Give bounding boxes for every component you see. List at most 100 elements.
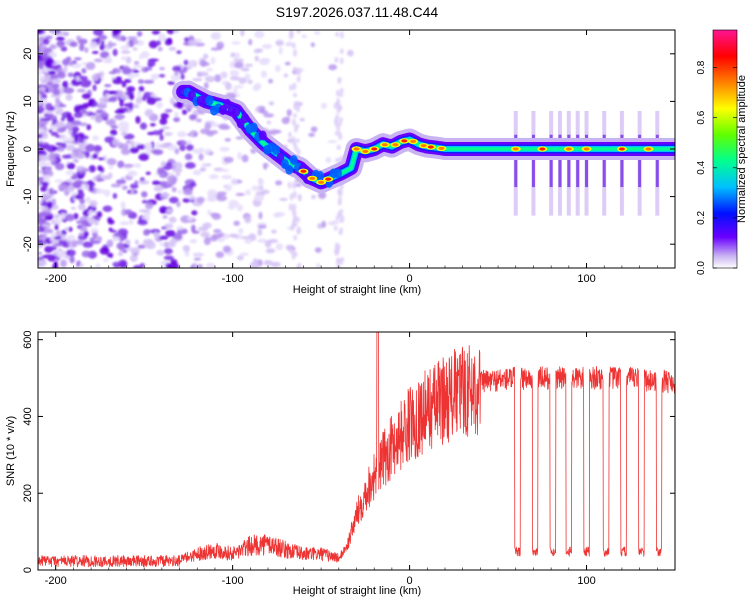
- noise-blob: [40, 206, 49, 211]
- noise-blob: [90, 228, 99, 234]
- noise-blob: [163, 165, 172, 171]
- ridge-blob: [316, 171, 325, 182]
- noise-blob: [76, 88, 86, 93]
- noise-blob: [275, 243, 283, 251]
- noise-blob: [138, 209, 150, 213]
- noise-blob: [120, 56, 127, 61]
- noise-blob: [189, 181, 197, 188]
- noise-blob: [38, 69, 43, 76]
- noise-blob: [339, 31, 344, 39]
- noise-blob: [335, 157, 340, 163]
- noise-blob: [167, 81, 176, 85]
- noise-blob: [191, 77, 203, 82]
- noise-blob: [168, 196, 179, 204]
- ridge-hotspot-core: [565, 147, 572, 151]
- noise-blob: [85, 62, 96, 70]
- noise-blob: [284, 61, 291, 66]
- noise-blob: [156, 249, 165, 256]
- noise-blob: [192, 262, 198, 268]
- noise-blob: [219, 146, 230, 152]
- noise-blob: [229, 60, 236, 69]
- noise-blob: [339, 92, 344, 98]
- noise-blob: [157, 46, 163, 52]
- colorbar: 0.0 0.2 0.4 0.6 0.8 Normalized spectral ampl…: [696, 29, 748, 275]
- noise-blob: [124, 209, 133, 216]
- noise-blob: [137, 219, 148, 226]
- noise-blob: [289, 193, 294, 201]
- noise-blob: [148, 40, 158, 49]
- noise-blob: [145, 171, 151, 175]
- noise-blob: [54, 102, 62, 109]
- noise-blob: [173, 116, 181, 123]
- ridge-hotspot-core: [427, 145, 434, 149]
- noise-blob: [126, 86, 136, 93]
- noise-blob: [145, 241, 156, 250]
- noise-blob: [145, 202, 154, 210]
- noise-blob: [185, 162, 196, 169]
- noise-blob: [238, 227, 244, 235]
- noise-blob: [203, 53, 209, 60]
- noise-blob: [337, 200, 342, 206]
- noise-blob: [182, 198, 191, 203]
- ridge-blob: [232, 106, 241, 117]
- spectrogram-ridge: [172, 80, 675, 194]
- noise-blob: [91, 50, 99, 54]
- noise-blob: [121, 67, 133, 75]
- noise-blob: [95, 263, 101, 268]
- noise-blob: [179, 144, 186, 152]
- noise-blob: [296, 30, 301, 35]
- noise-blob: [73, 112, 83, 119]
- noise-blob: [116, 242, 125, 250]
- noise-blob: [145, 229, 154, 234]
- noise-blob: [206, 196, 218, 203]
- snr-plot-area: [38, 332, 675, 570]
- noise-blob: [338, 120, 343, 126]
- snr-y-label: SNR (10 * v/v): [5, 416, 17, 486]
- noise-blob: [163, 132, 174, 136]
- noise-blob: [229, 69, 240, 77]
- noise-blob: [111, 138, 120, 147]
- noise-blob: [336, 97, 341, 106]
- vertical-streak-core: [531, 134, 535, 188]
- noise-blob: [90, 114, 95, 120]
- noise-blob: [83, 183, 90, 191]
- noise-blob: [174, 70, 179, 76]
- noise-blob: [88, 165, 96, 173]
- noise-blob: [38, 251, 43, 256]
- noise-blob: [128, 102, 134, 110]
- noise-blob: [72, 126, 80, 133]
- noise-blob: [119, 221, 130, 226]
- noise-blob: [265, 248, 276, 254]
- noise-blob: [137, 90, 142, 99]
- noise-blob: [308, 132, 315, 137]
- noise-blob: [120, 50, 131, 54]
- noise-blob: [48, 129, 53, 133]
- noise-blob: [113, 30, 122, 35]
- noise-blob: [339, 48, 344, 55]
- noise-blob: [120, 45, 130, 51]
- noise-blob: [128, 93, 135, 101]
- noise-blob: [42, 110, 53, 116]
- noise-blob: [339, 87, 344, 94]
- noise-blob: [196, 196, 205, 204]
- noise-blob: [121, 185, 128, 191]
- ridge-hotspot-core: [583, 147, 590, 151]
- noise-blob: [233, 220, 241, 226]
- noise-blob: [69, 60, 74, 67]
- ridge-blob: [285, 164, 294, 175]
- noise-blob: [81, 168, 91, 172]
- noise-blob: [38, 128, 45, 133]
- noise-blob: [240, 67, 250, 72]
- noise-blob: [129, 147, 140, 154]
- noise-blob: [131, 73, 141, 78]
- noise-blob: [310, 42, 315, 48]
- noise-blob: [76, 180, 86, 185]
- noise-blob: [299, 117, 305, 122]
- noise-blob: [97, 165, 103, 171]
- noise-blob: [230, 178, 238, 186]
- noise-blob: [154, 232, 161, 240]
- noise-blob: [189, 132, 195, 138]
- noise-blob: [182, 188, 193, 196]
- noise-blob: [314, 31, 321, 35]
- noise-blob: [197, 226, 209, 232]
